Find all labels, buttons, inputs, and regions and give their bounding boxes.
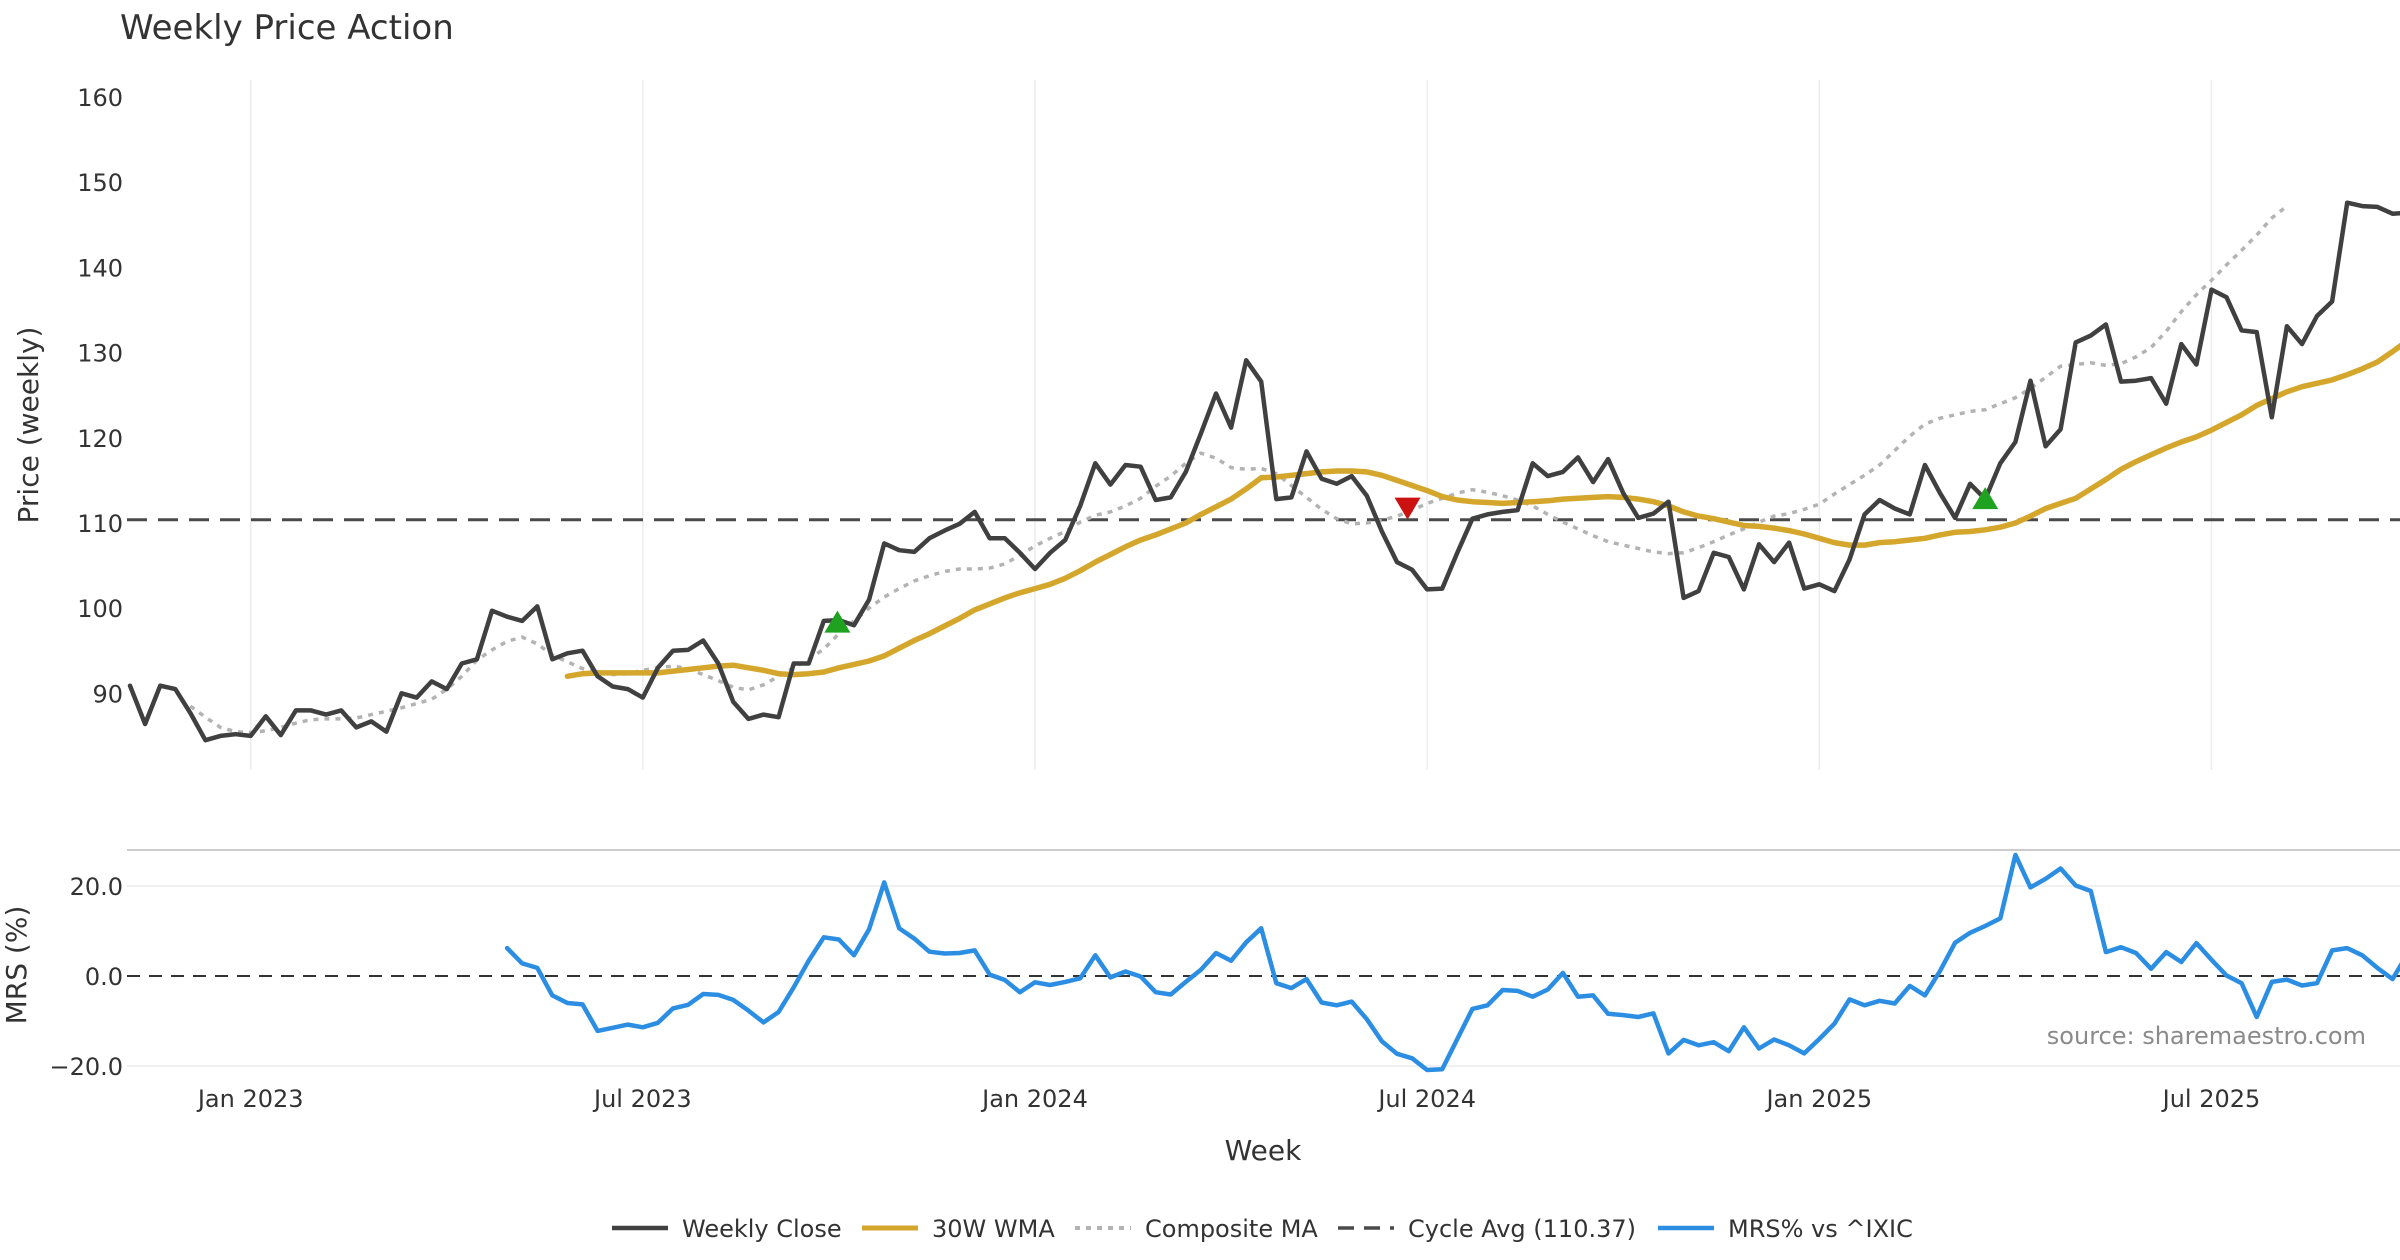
source-note: source: sharemaestro.com <box>2047 1022 2366 1050</box>
x-tick-label: Jul 2025 <box>2161 1085 2261 1113</box>
series-30w-wma <box>564 342 2400 680</box>
x-axis-label: Week <box>1225 1134 1302 1167</box>
mrs-y-tick-label: −20.0 <box>49 1053 123 1081</box>
price-y-tick-label: 140 <box>77 254 123 282</box>
signal-markers <box>824 487 1999 633</box>
x-tick-label: Jul 2023 <box>592 1085 692 1113</box>
legend-label: MRS% vs ^IXIC <box>1728 1215 1913 1243</box>
price-grid <box>249 80 2213 770</box>
price-y-tick-label: 150 <box>77 169 123 197</box>
buy-signal-marker <box>824 610 851 633</box>
legend-label: Cycle Avg (110.37) <box>1408 1215 1636 1243</box>
mrs-y-tick-label: 20.0 <box>70 873 123 901</box>
x-tick-label: Jan 2024 <box>980 1085 1088 1113</box>
legend: Weekly Close 30W WMA Composite MA Cycle Avg… <box>612 1215 1913 1243</box>
price-y-axis-label: Price (weekly) <box>12 327 45 524</box>
x-tick-label: Jan 2023 <box>196 1085 304 1113</box>
price-series-group <box>127 200 2400 743</box>
price-y-tick-label: 130 <box>77 340 123 368</box>
price-y-tick-label: 90 <box>92 680 123 708</box>
price-y-tick-label: 110 <box>77 510 123 538</box>
mrs-y-tick-label: 0.0 <box>85 963 123 991</box>
legend-label: Composite MA <box>1145 1215 1318 1243</box>
mrs-y-axis-ticks: 20.0 0.0 −20.0 <box>49 873 123 1081</box>
mrs-grid <box>127 885 2400 1067</box>
price-y-axis-ticks: 90 100 110 120 130 140 150 160 <box>77 84 123 708</box>
price-y-tick-label: 100 <box>77 595 123 623</box>
x-tick-label: Jul 2024 <box>1376 1085 1476 1113</box>
price-y-tick-label: 160 <box>77 84 123 112</box>
mrs-y-axis-label: MRS (%) <box>0 906 33 1025</box>
series-composite-ma <box>189 204 2288 735</box>
legend-label: Weekly Close <box>682 1215 842 1243</box>
price-y-tick-label: 120 <box>77 425 123 453</box>
x-axis-ticks: Jan 2023 Jul 2023 Jan 2024 Jul 2024 Jan 2025… <box>196 1085 2260 1113</box>
mrs-series-group <box>504 852 2400 1073</box>
chart-title: Weekly Price Action <box>120 8 454 48</box>
legend-label: 30W WMA <box>932 1215 1055 1243</box>
x-tick-label: Jan 2025 <box>1764 1085 1872 1113</box>
series-weekly-close <box>127 200 2400 743</box>
buy-signal-marker <box>1972 487 1999 510</box>
series-mrs <box>504 852 2400 1073</box>
sell-signal-marker <box>1394 497 1421 520</box>
